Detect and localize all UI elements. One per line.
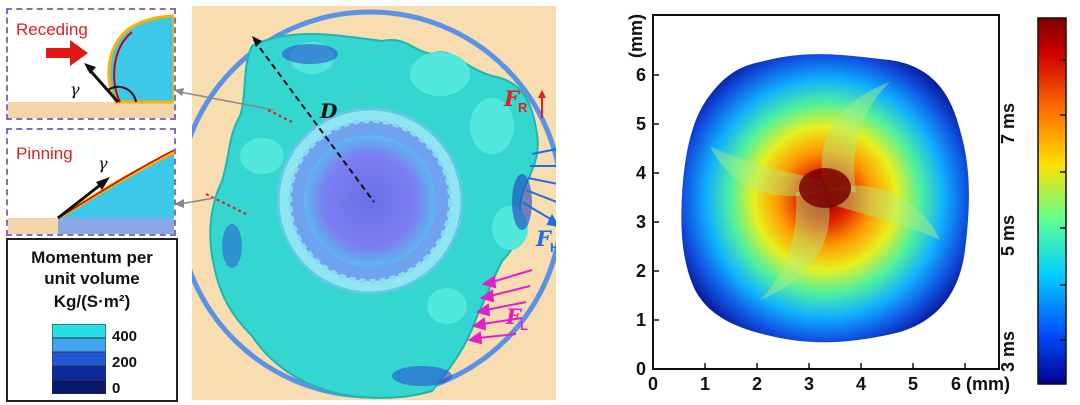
pinning-angle-symbol: γ bbox=[98, 154, 108, 173]
force-h-arrows bbox=[521, 148, 556, 227]
y-tick-4: 4 bbox=[636, 163, 646, 183]
y-tick-0: 0 bbox=[636, 359, 646, 379]
y-tick-2: 2 bbox=[636, 261, 646, 281]
colorbar-label-5ms: 5 ms bbox=[998, 215, 1018, 256]
x-tick-6: 6 bbox=[951, 374, 961, 394]
legend-units: Kg/(S·m²) bbox=[53, 292, 131, 311]
y-axis-label: (mm) bbox=[626, 14, 646, 58]
legend-title-line1: Momentum per bbox=[31, 248, 153, 267]
droplet-simulation-image: D F R F H F L bbox=[192, 6, 556, 400]
x-tick-0: 0 bbox=[648, 374, 658, 394]
force-r-label: F bbox=[503, 86, 521, 111]
x-tick-3: 3 bbox=[804, 374, 814, 394]
x-tick-1: 1 bbox=[700, 374, 710, 394]
time-colorbar bbox=[1037, 17, 1067, 385]
force-h-label: F bbox=[535, 226, 553, 251]
receding-inset: Receding γ bbox=[6, 8, 176, 120]
pinning-contact-line-diagram bbox=[8, 130, 174, 234]
receding-label: Receding bbox=[16, 20, 88, 39]
y-tick-5: 5 bbox=[636, 114, 646, 134]
force-l-label: F bbox=[505, 304, 523, 329]
legend-color-swatches bbox=[52, 324, 106, 394]
x-tick-2: 2 bbox=[752, 374, 762, 394]
y-tick-1: 1 bbox=[636, 310, 646, 330]
force-h-subscript: H bbox=[550, 240, 556, 255]
x-axis-label: (mm) bbox=[966, 374, 1010, 394]
receding-contact-line-diagram bbox=[8, 10, 174, 118]
colorbar-label-7ms: 7 ms bbox=[998, 103, 1018, 144]
legend-tick-400: 400 bbox=[112, 328, 138, 345]
diameter-label: D bbox=[319, 99, 338, 123]
legend-tick-200: 200 bbox=[112, 354, 138, 371]
legend-title-line2: unit volume bbox=[44, 269, 140, 288]
pinning-inset: Pinning γ bbox=[6, 128, 176, 236]
receding-angle-symbol: γ bbox=[70, 80, 80, 99]
force-l-subscript: L bbox=[520, 318, 528, 333]
force-l-arrows bbox=[467, 269, 533, 345]
legend-tick-0: 0 bbox=[112, 380, 121, 397]
momentum-legend: Momentum per unit volume Kg/(S·m²) 400 2… bbox=[6, 238, 178, 402]
inset-connector-lines bbox=[174, 88, 275, 208]
y-tick-3: 3 bbox=[636, 212, 646, 232]
x-tick-5: 5 bbox=[908, 374, 918, 394]
colorbar-label-3ms: 3 ms bbox=[998, 331, 1018, 372]
contour-plot: 0 1 2 3 4 5 6 (mm) 0 1 2 3 4 5 6 (mm) 3 … bbox=[626, 14, 1067, 394]
x-tick-4: 4 bbox=[856, 374, 866, 394]
y-tick-6: 6 bbox=[636, 65, 646, 85]
pinning-label: Pinning bbox=[16, 144, 73, 163]
force-r-subscript: R bbox=[518, 100, 528, 115]
